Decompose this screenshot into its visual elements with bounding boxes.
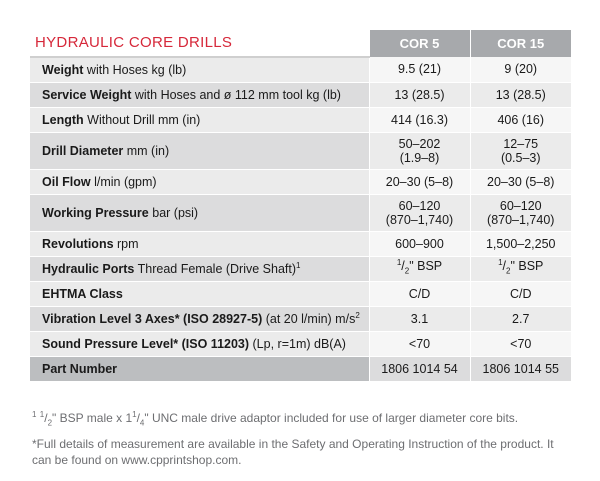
row-label: EHTMA Class bbox=[30, 281, 369, 307]
row-label: Revolutions rpm bbox=[30, 231, 369, 257]
cor15-value: 13 (28.5) bbox=[469, 82, 571, 108]
cor15-value: 406 (16) bbox=[469, 107, 571, 133]
row-label: Oil Flow l/min (gpm) bbox=[30, 169, 369, 195]
footnote-marker: 1 bbox=[296, 260, 301, 270]
cor5-value: 13 (28.5) bbox=[368, 82, 470, 108]
row-label: Vibration Level 3 Axes* (ISO 28927-5) (a… bbox=[30, 306, 369, 332]
table-row: Oil Flow l/min (gpm) 20–30 (5–8) 20–30 (… bbox=[30, 169, 571, 195]
cor15-value: 2.7 bbox=[469, 306, 571, 332]
row-label: Hydraulic Ports Thread Female (Drive Sha… bbox=[30, 256, 369, 282]
cor5-value: 60–120 (870–1,740) bbox=[368, 194, 470, 232]
table-header: HYDRAULIC CORE DRILLS COR 5 COR 15 bbox=[30, 30, 571, 58]
cor5-value: 9.5 (21) bbox=[368, 57, 470, 83]
cor5-value: <70 bbox=[368, 331, 470, 357]
table-row: Revolutions rpm 600–900 1,500–2,250 bbox=[30, 231, 571, 257]
row-label: Sound Pressure Level* (ISO 11203) (Lp, r… bbox=[30, 331, 369, 357]
cor5-value: 1/2" BSP bbox=[368, 256, 470, 282]
cor15-value: 1806 1014 55 bbox=[469, 356, 571, 382]
table-row: Working Pressure bar (psi) 60–120 (870–1,… bbox=[30, 194, 571, 232]
cor15-value: 12–75 (0.5–3) bbox=[469, 132, 571, 170]
cor5-value: 50–202 (1.9–8) bbox=[368, 132, 470, 170]
table-row: Length Without Drill mm (in) 414 (16.3) … bbox=[30, 107, 571, 133]
row-label: Working Pressure bar (psi) bbox=[30, 194, 369, 232]
table-row: Weight with Hoses kg (lb) 9.5 (21) 9 (20… bbox=[30, 57, 571, 83]
row-label: Service Weight with Hoses and ø 112 mm t… bbox=[30, 82, 369, 108]
cor5-value: 20–30 (5–8) bbox=[368, 169, 470, 195]
cor5-value: 414 (16.3) bbox=[368, 107, 470, 133]
cor5-value: 1806 1014 54 bbox=[368, 356, 470, 382]
row-label: Drill Diameter mm (in) bbox=[30, 132, 369, 170]
footnote-adaptor: 1 1/2" BSP male x 11/4" UNC male drive a… bbox=[32, 410, 519, 428]
table-row: Part Number 1806 1014 54 1806 1014 55 bbox=[30, 356, 571, 382]
model-header-cor5: COR 5 bbox=[368, 30, 470, 57]
cor15-value: 1,500–2,250 bbox=[469, 231, 571, 257]
cor15-value: 60–120 (870–1,740) bbox=[469, 194, 571, 232]
row-label: Weight with Hoses kg (lb) bbox=[30, 57, 369, 83]
table-title-cell: HYDRAULIC CORE DRILLS bbox=[30, 30, 369, 58]
footnote-measurement: *Full details of measurement are availab… bbox=[32, 437, 554, 467]
cor5-value: C/D bbox=[368, 281, 470, 307]
table-row: Service Weight with Hoses and ø 112 mm t… bbox=[30, 82, 571, 108]
model-header-cor15: COR 15 bbox=[469, 30, 571, 57]
specification-table: HYDRAULIC CORE DRILLS COR 5 COR 15 Weigh… bbox=[30, 30, 571, 382]
cor5-value: 600–900 bbox=[368, 231, 470, 257]
cor5-value: 3.1 bbox=[368, 306, 470, 332]
cor15-value: 1/2" BSP bbox=[469, 256, 571, 282]
cor15-value: 9 (20) bbox=[469, 57, 571, 83]
cor15-value: C/D bbox=[469, 281, 571, 307]
table-title: HYDRAULIC CORE DRILLS bbox=[35, 34, 233, 51]
cor15-value: <70 bbox=[469, 331, 571, 357]
row-label: Length Without Drill mm (in) bbox=[30, 107, 369, 133]
table-row: Drill Diameter mm (in) 50–202 (1.9–8) 12–… bbox=[30, 132, 571, 170]
row-label: Part Number bbox=[30, 356, 369, 382]
table-row: EHTMA Class C/D C/D bbox=[30, 281, 571, 307]
table-row: Vibration Level 3 Axes* (ISO 28927-5) (a… bbox=[30, 306, 571, 332]
cor15-value: 20–30 (5–8) bbox=[469, 169, 571, 195]
table-row: Sound Pressure Level* (ISO 11203) (Lp, r… bbox=[30, 331, 571, 357]
table-row: Hydraulic Ports Thread Female (Drive Sha… bbox=[30, 256, 571, 282]
